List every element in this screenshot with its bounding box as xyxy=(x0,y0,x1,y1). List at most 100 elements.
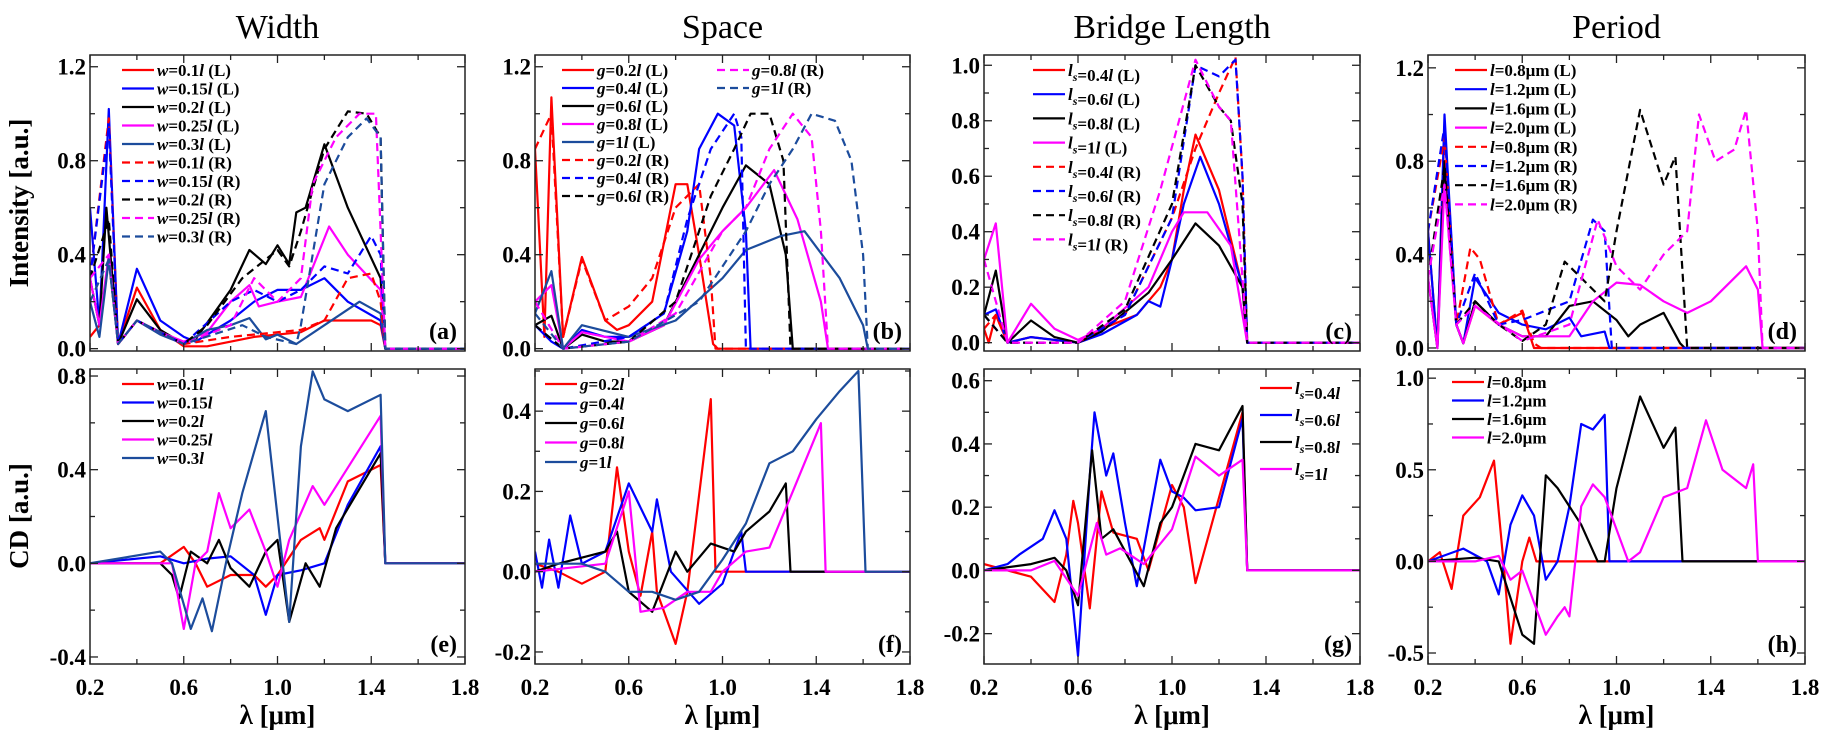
legend-label: w=0.1l xyxy=(157,375,204,394)
series-line xyxy=(535,398,910,645)
legend-label: l=1.6μm xyxy=(1487,410,1546,429)
legend-label: g=0.4l (L) xyxy=(596,79,668,98)
y-label-cd: CD [a.u.] xyxy=(4,463,34,569)
legend-item: l=1.6μm (L) xyxy=(1455,99,1576,118)
legend-item: w=0.15l (L) xyxy=(122,80,239,99)
legend-label: ls=0.8l xyxy=(1295,433,1340,457)
panel-label: (g) xyxy=(1324,632,1352,658)
series-line xyxy=(90,414,465,630)
series-line xyxy=(535,369,910,601)
legend-item: g=1l (R) xyxy=(717,79,811,98)
series-line xyxy=(535,112,910,350)
x-tick-label: 1.4 xyxy=(1696,675,1725,700)
legend-item: g=0.2l (R) xyxy=(562,151,669,170)
series-line xyxy=(90,117,465,350)
plot-frame xyxy=(1427,54,1806,352)
legend-item: w=0.1l (L) xyxy=(122,61,231,80)
legend-item: g=0.6l (L) xyxy=(562,97,668,116)
y-tick-label: -0.2 xyxy=(944,622,980,647)
panel-d: 0.00.40.81.2(d)l=0.8μm (L)l=1.2μm (L)l=1… xyxy=(1395,54,1806,361)
legend-item: ls=1l (R) xyxy=(1033,230,1128,254)
legend-item: w=0.2l (L) xyxy=(122,98,231,117)
series-line xyxy=(984,211,1360,344)
legend-label: ls=0.8l (L) xyxy=(1068,109,1140,133)
panel-f: 0.2 0.6 1.0 1.4 1.8-0.20.00.20.4(f)g=0.2lg=0… xyxy=(495,368,925,700)
panel-e: 0.2 0.6 1.0 1.4 1.8-0.40.00.40.8(e)w=0.1lw=0… xyxy=(50,364,480,700)
legend-item: w=0.1l (R) xyxy=(122,154,232,173)
y-tick-label: 0.8 xyxy=(57,364,86,389)
series-line xyxy=(535,164,910,350)
series-line xyxy=(984,411,1360,610)
legend-label: g=0.8l (L) xyxy=(596,115,668,134)
series-line xyxy=(90,445,465,616)
x-tick-label: 1.0 xyxy=(1158,675,1187,700)
y-tick-label: -0.4 xyxy=(50,645,87,670)
y-tick-label: 0.2 xyxy=(502,479,531,504)
y-tick-label: 0.2 xyxy=(951,495,980,520)
legend-label: w=0.1l (L) xyxy=(157,61,231,80)
legend-item: l=1.2μm xyxy=(1452,392,1546,411)
y-tick-label: 0.4 xyxy=(502,243,531,268)
series-line xyxy=(1428,108,1805,350)
y-tick-label: 0.4 xyxy=(502,399,531,424)
legend-label: w=0.1l (R) xyxy=(157,154,232,173)
legend-item: w=0.2l (R) xyxy=(122,191,232,210)
x-tick-label: 0.6 xyxy=(614,675,643,700)
y-tick-label: 1.2 xyxy=(1395,56,1424,81)
legend-item: ls=0.4l xyxy=(1260,379,1340,403)
panel-label: (a) xyxy=(429,319,457,345)
series-line xyxy=(984,411,1360,657)
y-tick-label: 0.0 xyxy=(502,560,531,585)
column-title: Period xyxy=(1572,9,1661,46)
legend-label: ls=0.6l (R) xyxy=(1068,182,1141,206)
legend: ls=0.4l (L)ls=0.6l (L)ls=0.8l (L)ls=1l (… xyxy=(1033,61,1141,254)
y-tick-label: 0.6 xyxy=(951,369,980,394)
legend-label: g=0.4l (R) xyxy=(596,169,669,188)
legend-label: l=2.0μm (L) xyxy=(1490,119,1576,138)
legend-item: w=0.3l (R) xyxy=(122,228,232,247)
column-title: Space xyxy=(682,9,763,46)
legend-label: g=0.4l xyxy=(579,395,624,414)
legend-label: ls=1l (L) xyxy=(1068,134,1127,158)
series-line xyxy=(535,230,910,350)
y-tick-label: -0.2 xyxy=(495,640,531,665)
legend-label: l=2.0μm xyxy=(1487,429,1546,448)
y-label-intensity: Intensity [a.u.] xyxy=(4,119,34,288)
legend-label: g=0.8l (R) xyxy=(751,61,824,80)
y-tick-label: 1.2 xyxy=(57,55,86,80)
y-tick-label: 0.5 xyxy=(1395,458,1424,483)
legend-label: w=0.3l (R) xyxy=(157,228,232,247)
legend-label: ls=1l xyxy=(1295,460,1328,484)
y-tick-label: 0.4 xyxy=(951,432,980,457)
legend-label: g=0.2l (L) xyxy=(596,61,668,80)
legend-label: ls=0.6l (L) xyxy=(1068,85,1140,109)
x-tick-label: 0.6 xyxy=(169,675,198,700)
legend-label: g=1l (R) xyxy=(751,79,811,98)
panel-label: (h) xyxy=(1768,632,1797,658)
x-tick-label: 1.0 xyxy=(1602,675,1631,700)
panel-a: 0.00.40.81.2(a)w=0.1l (L)w=0.15l (L)w=0.… xyxy=(57,54,466,362)
legend-label: g=0.6l xyxy=(579,414,624,433)
x-tick-label: 1.4 xyxy=(802,675,831,700)
legend-item: ls=1l (L) xyxy=(1033,134,1127,158)
legend-label: l=1.2μm xyxy=(1487,392,1546,411)
panel-label: (d) xyxy=(1768,319,1797,345)
x-axis-label: λ [μm] xyxy=(1579,700,1655,730)
legend-item: w=0.2l xyxy=(122,412,204,431)
panel-label: (e) xyxy=(430,632,457,658)
legend-label: w=0.2l xyxy=(157,412,204,431)
y-tick-label: 1.0 xyxy=(1395,366,1424,391)
series-line xyxy=(535,112,910,350)
legend-item: g=0.2l xyxy=(545,375,624,394)
legend-item: l=2.0μm (R) xyxy=(1455,195,1577,214)
legend-label: l=1.2μm (L) xyxy=(1490,80,1576,99)
legend-label: l=0.8μm (R) xyxy=(1490,138,1577,157)
legend-item: ls=0.6l (L) xyxy=(1033,85,1140,109)
series-line xyxy=(90,452,465,623)
x-tick-label: 1.8 xyxy=(896,675,925,700)
legend-item: l=0.8μm (R) xyxy=(1455,138,1577,157)
y-tick-label: 0.0 xyxy=(57,551,86,576)
legend-label: l=2.0μm (R) xyxy=(1490,195,1577,214)
series-line xyxy=(984,455,1360,597)
